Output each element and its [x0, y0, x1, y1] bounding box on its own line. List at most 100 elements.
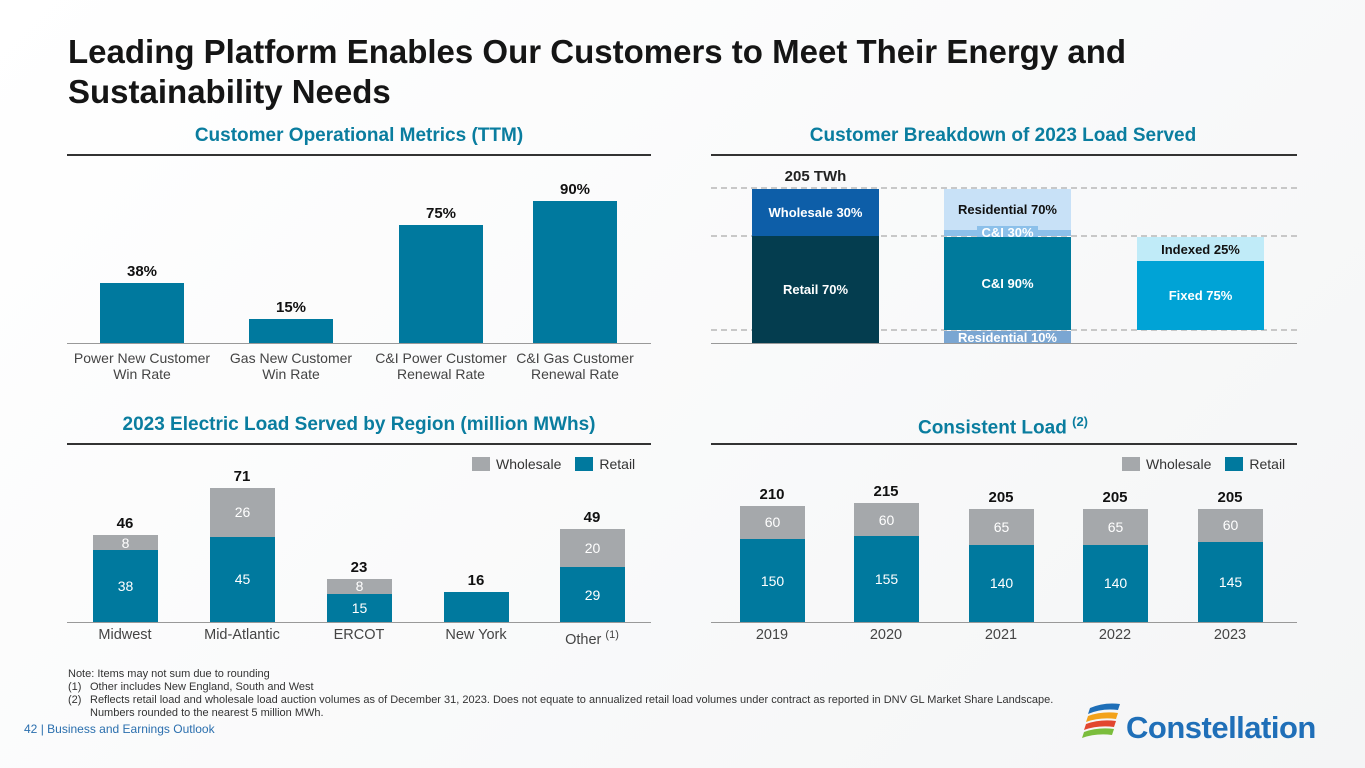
- data-label: 90%: [559, 180, 591, 198]
- bar-retail: 155: [854, 536, 919, 622]
- segment-ci-90: C&I 90%: [944, 237, 1071, 330]
- category-text: 2022: [1098, 627, 1132, 643]
- bar-wholesale: 60: [854, 503, 919, 537]
- total-label: 205: [1102, 488, 1128, 506]
- breakdown-chart-title: Customer Breakdown of 2023 Load Served: [809, 125, 1197, 146]
- total-label: 46: [116, 515, 134, 533]
- metrics-chart-title: Customer Operational Metrics (TTM): [194, 125, 524, 146]
- category-label: Other (1): [532, 627, 652, 648]
- page-title: Leading Platform Enables Our Customers t…: [68, 33, 1127, 110]
- legend-retail: Retail: [599, 456, 636, 472]
- x-axis: [711, 622, 1297, 623]
- consistent-load-title: Consistent Load (2): [711, 414, 1295, 439]
- category-text: ERCOT: [333, 627, 385, 643]
- constellation-logo-icon: [1082, 702, 1122, 742]
- bar-retail: [444, 591, 509, 622]
- category-label: 2022: [1055, 627, 1175, 643]
- total-label: 16: [467, 571, 485, 589]
- total-label: 205 TWh: [784, 168, 847, 185]
- footnote-ref: (1): [605, 629, 619, 641]
- category-label: ERCOT: [299, 627, 419, 643]
- category-text: 2021: [984, 627, 1018, 643]
- gridline: [711, 329, 1297, 331]
- footnote-text: Reflects retail load and wholesale load …: [90, 694, 1054, 719]
- footnote-text: Other includes New England, South and We…: [90, 681, 314, 693]
- bar-retail: 145: [1198, 541, 1263, 622]
- bar-wholesale: 26: [210, 487, 275, 537]
- load-legend: Wholesale Retail: [1122, 456, 1285, 472]
- total-label: 210: [759, 485, 785, 503]
- page-number: 42: [24, 722, 38, 736]
- bar-wholesale: 65: [969, 508, 1034, 545]
- category-label: New York: [416, 627, 536, 643]
- gridline: [711, 187, 1297, 189]
- region-legend: Wholesale Retail: [472, 456, 635, 472]
- legend-swatch-wholesale: [1122, 457, 1140, 471]
- region-chart-title: 2023 Electric Load Served by Region (mil…: [122, 414, 596, 435]
- footnote-2: (2) Reflects retail load and wholesale lo…: [68, 694, 1058, 720]
- category-text: 2020: [869, 627, 903, 643]
- legend-retail: Retail: [1249, 456, 1286, 472]
- category-text: Mid-Atlantic: [204, 627, 280, 643]
- segment-ci-30-label: C&I 30%: [977, 226, 1038, 240]
- legend-wholesale: Wholesale: [496, 456, 562, 472]
- segment-indexed: Indexed 25%: [1137, 237, 1264, 261]
- category-text: New York: [445, 627, 507, 643]
- bar-wholesale: 60: [740, 505, 805, 540]
- category-label: 2021: [941, 627, 1061, 643]
- footnote-number: (2): [68, 694, 82, 706]
- bar: [399, 224, 483, 343]
- bar-retail: 150: [740, 539, 805, 622]
- total-label: 205: [988, 488, 1014, 506]
- segment-residential-10: Residential 10%: [944, 330, 1071, 345]
- segment-ci-30: C&I 30%: [944, 226, 1071, 240]
- footnotes: Note: Items may not sum due to rounding …: [68, 668, 1058, 720]
- total-label: 205: [1217, 488, 1243, 506]
- bar-wholesale: 8: [93, 535, 158, 551]
- legend-swatch-retail: [1225, 457, 1244, 471]
- bar-retail: 140: [1083, 544, 1148, 622]
- footnote-1: (1) Other includes New England, South and…: [68, 681, 1058, 694]
- bar: [533, 200, 617, 343]
- data-label: 75%: [425, 204, 457, 222]
- category-text: Other: [565, 631, 602, 648]
- segment-retail: Retail 70%: [752, 236, 879, 343]
- segment-residential-70: Residential 70%: [944, 189, 1071, 230]
- footer: 42 | Business and Earnings Outlook: [24, 722, 215, 736]
- data-label: 38%: [126, 263, 158, 281]
- category-label: Mid-Atlantic: [182, 627, 302, 643]
- bar-wholesale: 65: [1083, 508, 1148, 545]
- category-label: Gas New Customer Win Rate: [229, 350, 353, 382]
- category-label: Power New Customer Win Rate: [73, 350, 211, 382]
- bar-retail: 45: [210, 536, 275, 622]
- bar-retail: 38: [93, 550, 158, 622]
- total-label: 49: [583, 509, 601, 527]
- bar: [249, 319, 333, 343]
- bar-wholesale: 8: [327, 578, 392, 594]
- legend-swatch-retail: [575, 457, 594, 471]
- category-label: 2023: [1170, 627, 1290, 643]
- bar-retail: 140: [969, 544, 1034, 622]
- bar-retail: 15: [327, 593, 392, 622]
- bar-wholesale: 60: [1198, 508, 1263, 542]
- category-text: Midwest: [98, 627, 152, 643]
- logo-text: Constellation: [1126, 710, 1316, 745]
- category-text: 2023: [1213, 627, 1247, 643]
- category-label: 2020: [826, 627, 946, 643]
- x-axis: [67, 622, 651, 623]
- divider: [67, 443, 651, 445]
- bar-wholesale: 20: [560, 529, 625, 568]
- total-label: 71: [233, 467, 251, 485]
- segment-fixed: Fixed 75%: [1137, 261, 1264, 330]
- footnote-number: (1): [68, 681, 82, 693]
- bar-retail: 29: [560, 567, 625, 622]
- footnote-ref: (2): [1072, 414, 1088, 429]
- total-label: 23: [350, 558, 368, 576]
- x-axis: [67, 343, 651, 344]
- x-axis: [711, 343, 1297, 344]
- total-label: 215: [873, 483, 899, 501]
- category-text: 2019: [755, 627, 789, 643]
- consistent-load-title-text: Consistent Load: [917, 417, 1067, 439]
- bar: [100, 283, 184, 343]
- segment-wholesale: Wholesale 30%: [752, 189, 879, 236]
